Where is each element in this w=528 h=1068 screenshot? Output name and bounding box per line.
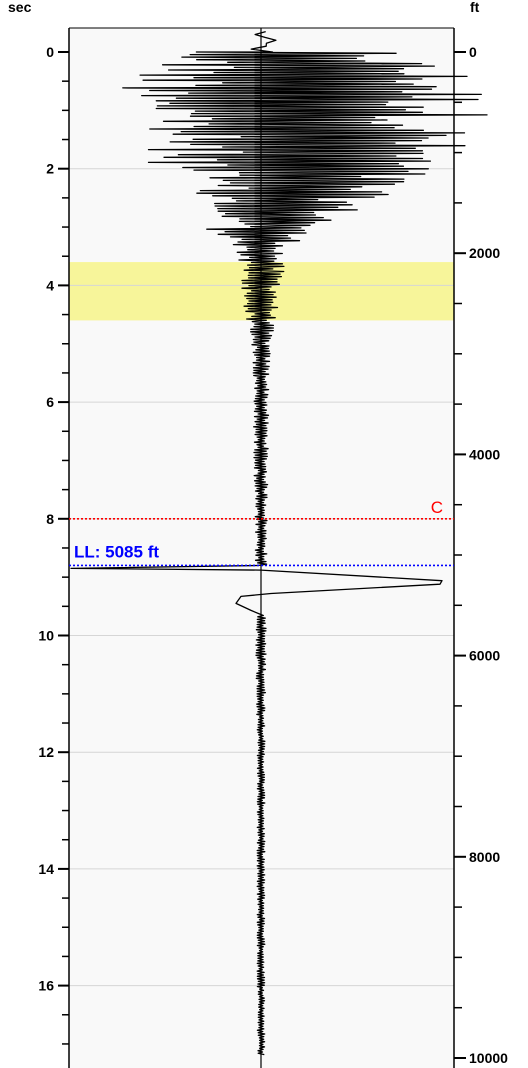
left-axis: 0 2 4 6 8 10 12 14 16 [38,44,69,1045]
left-tick-label: 8 [46,511,54,527]
right-tick-label: 6000 [469,648,500,664]
amplitude-trace [70,30,488,1056]
left-unit-label: sec [8,0,32,15]
right-tick-label: 2000 [469,245,500,261]
markers: C LL: 5085 ft [69,498,454,567]
right-unit-label: ft [470,0,480,15]
marker-label: LL: 5085 ft [74,542,159,561]
left-tick-label: 14 [38,861,54,877]
left-tick-label: 0 [46,44,54,60]
left-tick-label: 6 [46,394,54,410]
left-tick-label: 12 [38,744,54,760]
left-tick-label: 16 [38,978,54,994]
right-axis: 0 2000 4000 6000 8000 10000 [454,44,508,1066]
left-tick-label: 10 [38,628,54,644]
right-tick-label: 8000 [469,849,500,865]
right-tick-label: 4000 [469,446,500,462]
right-tick-label: 10000 [469,1050,508,1066]
marker-label: C [431,498,443,517]
left-tick-label: 4 [46,277,54,293]
left-tick-label: 2 [46,161,54,177]
right-tick-label: 0 [469,44,477,60]
